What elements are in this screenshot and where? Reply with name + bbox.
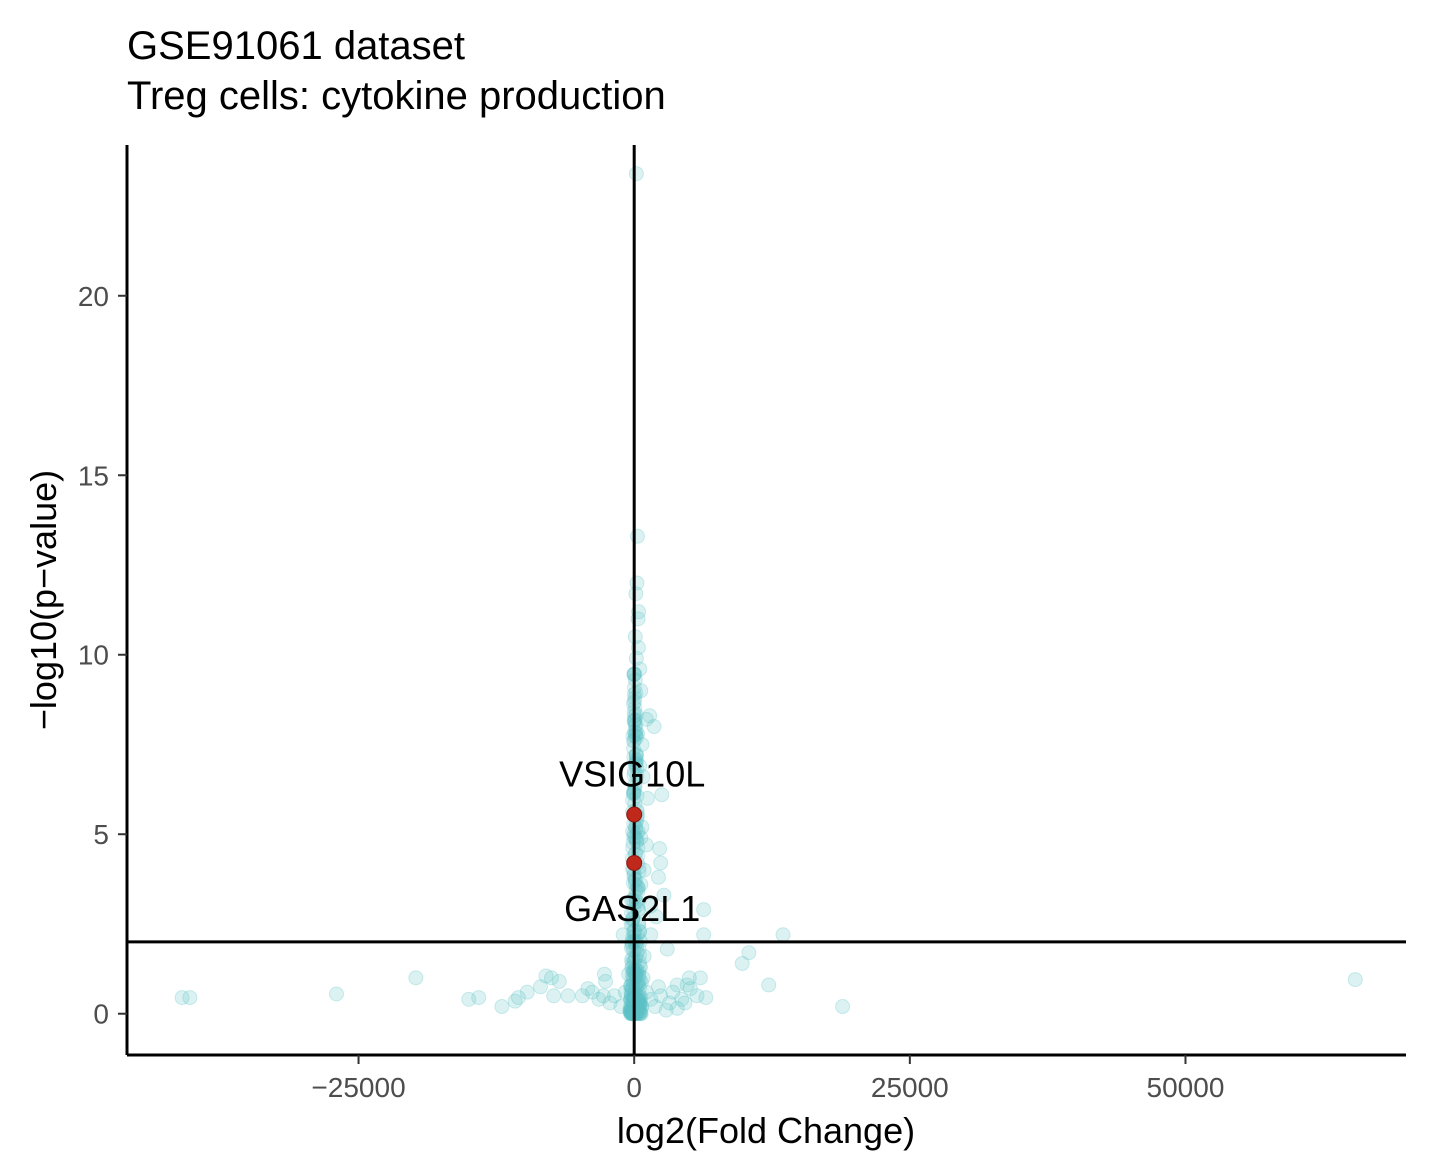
data-point (693, 971, 707, 985)
data-point (735, 956, 749, 970)
y-tick-label: 20 (78, 281, 109, 312)
data-point (629, 587, 643, 601)
data-point (561, 989, 575, 1003)
x-axis-title: log2(Fold Change) (617, 1110, 915, 1151)
data-point (651, 870, 665, 884)
data-point (495, 1000, 509, 1014)
data-point (625, 967, 639, 981)
x-tick-label: 25000 (871, 1072, 949, 1103)
data-point (629, 167, 643, 181)
highlight-point (627, 855, 642, 870)
data-point (699, 991, 713, 1005)
highlight-point (627, 807, 642, 822)
x-tick-label: 50000 (1147, 1072, 1225, 1103)
data-point (651, 980, 665, 994)
points-layer (175, 167, 1362, 1021)
data-point (624, 988, 638, 1002)
data-point (653, 842, 667, 856)
y-tick-label: 10 (78, 640, 109, 671)
gene-label: GAS2L1 (564, 888, 700, 929)
data-point (533, 980, 547, 994)
data-point (762, 978, 776, 992)
y-axis-title: −log10(p−value) (23, 470, 64, 730)
data-point (552, 974, 566, 988)
data-point (508, 994, 522, 1008)
data-point (462, 992, 476, 1006)
data-point (629, 726, 643, 740)
data-point (660, 942, 674, 956)
data-point (329, 987, 343, 1001)
data-point (599, 974, 613, 988)
x-tick-label: −25000 (311, 1072, 405, 1103)
data-point (547, 989, 561, 1003)
y-tick-label: 15 (78, 460, 109, 491)
data-point (1348, 973, 1362, 987)
reference-lines (127, 145, 1406, 1055)
data-point (670, 978, 684, 992)
data-point (836, 1000, 850, 1014)
data-point (678, 996, 692, 1010)
y-tick-label: 5 (93, 819, 109, 850)
data-point (630, 529, 644, 543)
data-point (697, 928, 711, 942)
gene-label: VSIG10L (559, 753, 705, 794)
data-point (776, 928, 790, 942)
x-tick-label: 0 (626, 1072, 642, 1103)
y-tick-label: 0 (93, 999, 109, 1030)
data-point (183, 991, 197, 1005)
data-point (409, 971, 423, 985)
data-point (654, 856, 668, 870)
